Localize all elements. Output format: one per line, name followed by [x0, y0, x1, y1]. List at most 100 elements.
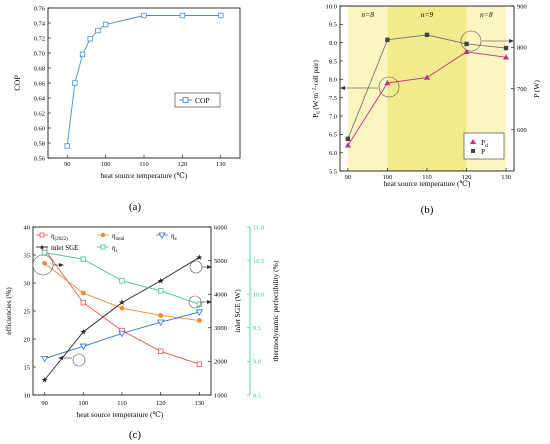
y-tick-label: 20 [24, 336, 31, 343]
band-label: n=8 [480, 10, 493, 19]
cop-point [102, 21, 109, 28]
x-tick-label: 90 [64, 161, 71, 168]
pd-point [344, 142, 351, 148]
x-tick-label: 110 [117, 400, 127, 407]
panel-c-ylabel: efficiencies (%) [4, 287, 13, 335]
y-tick-label: 0.62 [34, 110, 45, 117]
x-tick-label: 110 [139, 161, 149, 168]
y-tick-label: 900 [517, 3, 527, 10]
eta2022-point [157, 348, 164, 355]
panel-b-ylabel-right: P (W) [532, 80, 541, 98]
x-tick-label: 120 [462, 174, 472, 181]
inlet-sge-line [44, 256, 200, 381]
eta-e-point [195, 309, 204, 316]
y-tick-label: 9.5 [253, 325, 261, 332]
eta-e-point [40, 356, 49, 363]
legend-inlet-sge: inlet SGE [51, 244, 78, 252]
inlet-sge-point: ★ [196, 253, 203, 262]
panel-c-ylabel-right1: inlet SGE (W) [233, 289, 242, 333]
y-tick-label: 4000 [214, 292, 227, 299]
y-tick-label: 2000 [214, 359, 227, 366]
eta-total-line [44, 263, 200, 321]
panel-b: n=8 n=9 n=8 90 100 110 120 130 5.5 6.0 6.5 7.0 7.5 8… [312, 3, 541, 216]
eta-e-point [157, 319, 165, 327]
panel-a-legend: COP [174, 92, 221, 108]
p-point [345, 136, 351, 142]
eta-e-point [79, 343, 87, 351]
panel-c-ylabel-right2: thermodynamic perfectibility (%) [271, 260, 280, 361]
panel-b-annotations [340, 30, 514, 98]
band-label: n=9 [421, 10, 434, 19]
cop-point [179, 12, 186, 19]
y-tick-label: 8.5 [329, 58, 337, 65]
cop-point [87, 36, 93, 42]
circle-pd-marker [378, 76, 400, 98]
y-tick-label: 3000 [214, 325, 227, 332]
pd-point [384, 80, 391, 86]
eta2022-point [196, 361, 203, 367]
x-tick-label: 90 [41, 400, 48, 407]
cop-point [79, 51, 86, 58]
y-tick-label: 35 [24, 252, 31, 259]
panel-b-ylabel: Pd (W·m−2·cell pair) [312, 60, 322, 118]
pd-point [424, 74, 430, 80]
x-tick-label: 110 [422, 174, 432, 181]
eta-s-point [119, 278, 125, 284]
cop-point [95, 27, 101, 34]
p-point [464, 41, 469, 47]
inlet-sge-point: ★ [80, 327, 87, 336]
x-tick-label: 100 [101, 161, 111, 168]
circle-p-marker [460, 30, 482, 52]
y-tick-label: 700 [517, 86, 527, 93]
inlet-sge-point: ★ [118, 298, 125, 307]
inlet-sge-point: ★ [157, 276, 164, 285]
y-tick-label: 15 [24, 364, 31, 371]
x-tick-label: 130 [501, 174, 511, 181]
y-tick-label: 0.60 [34, 125, 45, 132]
x-tick-label: 120 [178, 161, 188, 168]
y-tick-label: 8.5 [253, 392, 261, 399]
cop-point [64, 143, 70, 149]
y-tick-label: 7.0 [329, 113, 337, 120]
eta-s-point [157, 288, 164, 294]
eta-total-point [119, 305, 125, 311]
eta-total-point [80, 290, 86, 296]
panel-b-legend: Pd P [463, 132, 505, 160]
eta-s-point [80, 256, 87, 262]
y-tick-label: 10.0 [253, 292, 264, 299]
band-label: n=8 [361, 10, 374, 19]
cop-point [72, 80, 78, 86]
y-tick-label: 0.64 [34, 95, 46, 102]
y-tick-label: 0.56 [34, 155, 46, 162]
y-tick-label: 0.74 [34, 20, 46, 27]
p-point [385, 37, 390, 43]
y-tick-label: 0.68 [34, 65, 45, 72]
cop-point [141, 12, 147, 19]
eta-total-point [196, 318, 202, 323]
eta-e-point [118, 330, 126, 338]
panel-a-caption: (a) [129, 201, 142, 213]
eta-total-point [42, 261, 48, 266]
y-tick-label: 6000 [214, 224, 227, 231]
eta2022-point [80, 299, 87, 306]
y-tick-label: 0.66 [34, 80, 46, 87]
y-tick-label: 25 [24, 308, 31, 315]
y-tick-label: 1000 [214, 392, 227, 399]
x-tick-label: 90 [345, 174, 352, 181]
panel-c-xlabel: heat source temperature (℃) [77, 410, 164, 419]
eta-s-point [196, 301, 203, 307]
y-tick-label: 0.72 [34, 35, 45, 42]
panel-b-xlabel: heat source temperature (℃) [384, 179, 471, 188]
panel-c-caption: (c) [129, 429, 142, 441]
legend-eta-e: ηe [171, 232, 177, 242]
panel-c-annotations [32, 254, 212, 367]
y-tick-label: 6.0 [329, 150, 337, 157]
legend-cop: COP [195, 96, 210, 105]
panel-a: 90 100 110 120 130 0.56 0.58 0.60 0.62 0.64 0.66 0.… [13, 5, 241, 213]
x-tick-label: 100 [78, 400, 88, 407]
x-tick-label: 130 [216, 161, 226, 168]
pd-point [503, 54, 510, 60]
x-tick-label: 100 [383, 174, 393, 181]
y-tick-label: 800 [517, 45, 527, 52]
